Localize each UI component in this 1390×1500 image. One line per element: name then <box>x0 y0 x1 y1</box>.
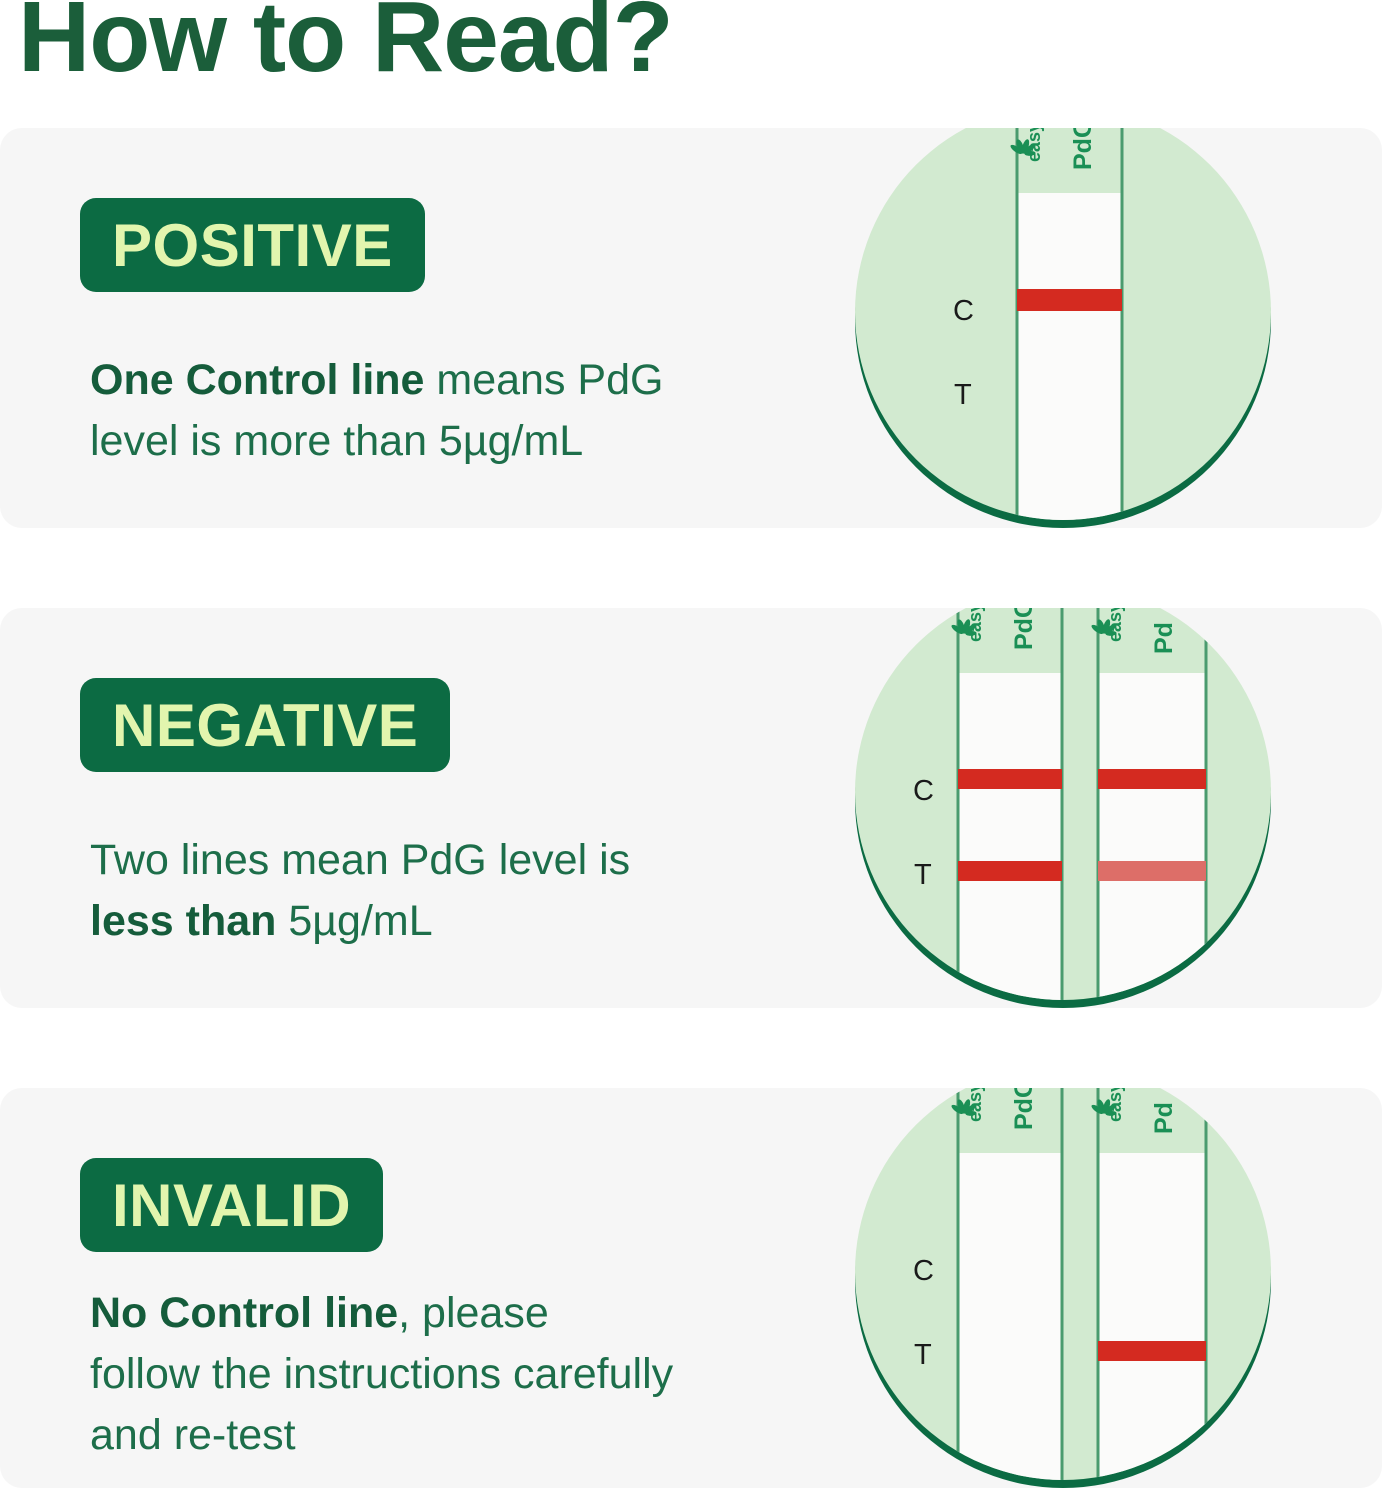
svg-text:T: T <box>914 859 932 891</box>
svg-text:C: C <box>913 775 934 807</box>
svg-text:C: C <box>913 1255 934 1287</box>
svg-text:C: C <box>953 295 974 327</box>
svg-text:T: T <box>954 379 972 411</box>
svg-text:T: T <box>914 1339 932 1371</box>
